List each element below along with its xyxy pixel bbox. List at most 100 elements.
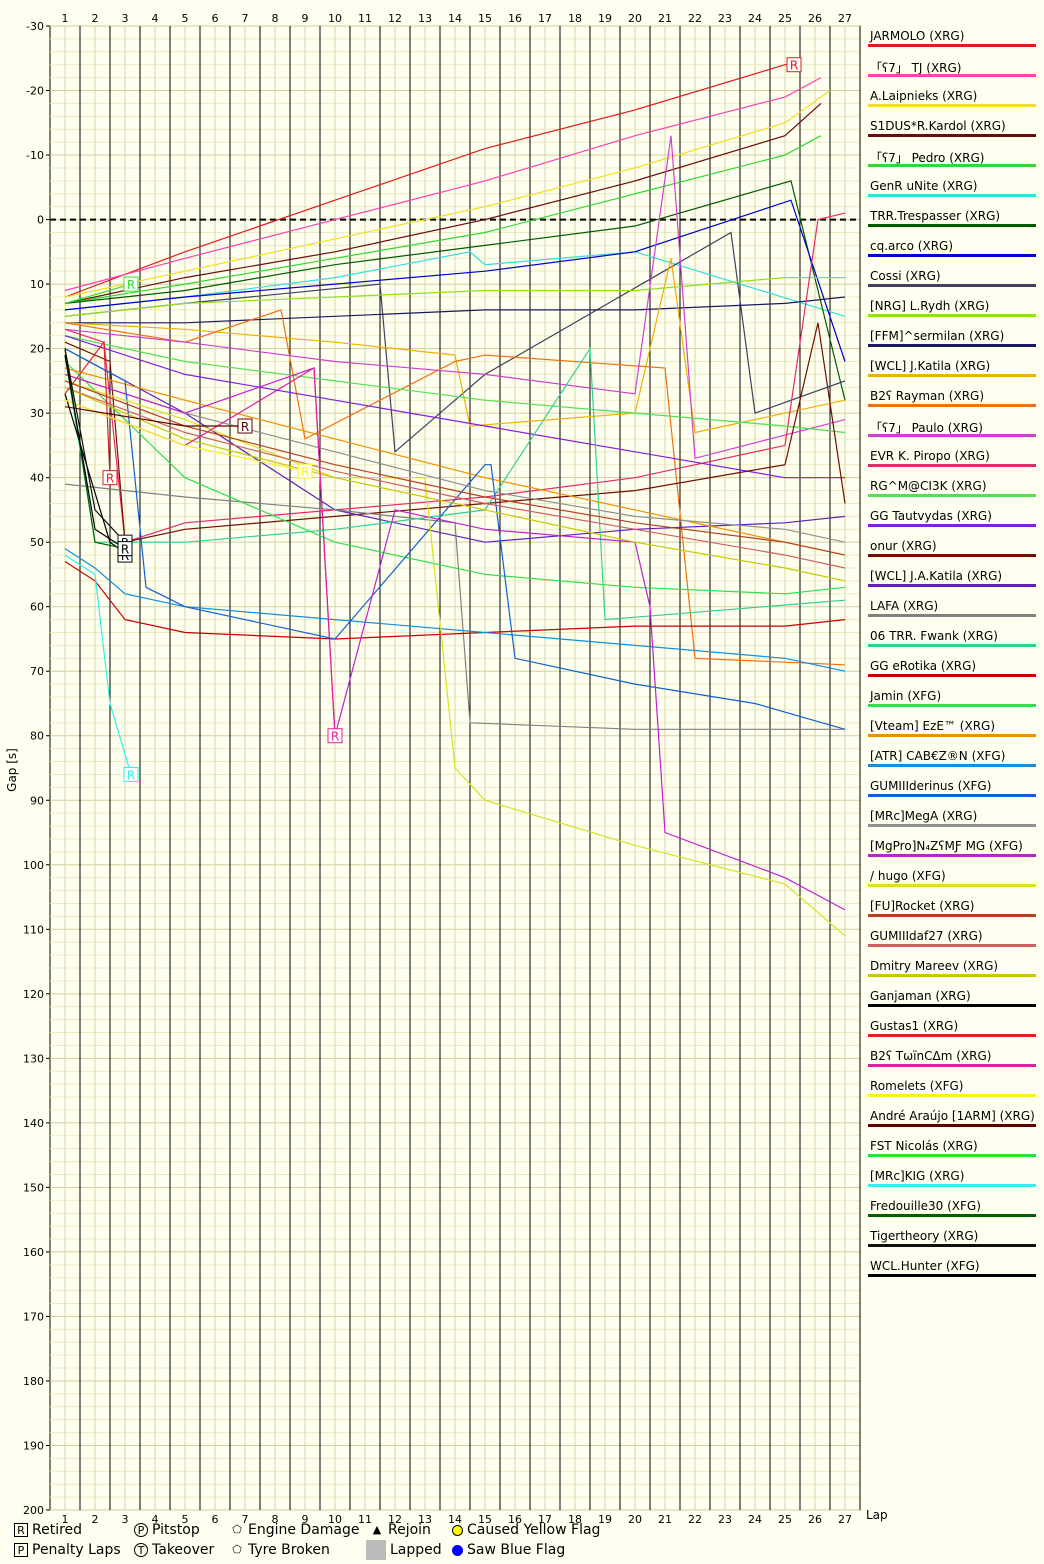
legend-entry-label: [MRc]KIG (XRG)	[870, 1169, 965, 1183]
series-line	[64, 283, 132, 304]
retired-marker-label: R	[331, 730, 339, 744]
x-tick-label: 21	[658, 1513, 672, 1526]
x-tick-label-top: 13	[418, 12, 432, 25]
key-takeover-label: Takeover	[152, 1542, 215, 1558]
legend-entry-label: RG^M@CI3K (XRG)	[870, 479, 987, 493]
y-tick-label: 200	[23, 1504, 44, 1517]
series-line	[64, 348, 846, 730]
key-takeover: T Takeover	[134, 1542, 214, 1558]
legend-entry: [MRc]MegA (XRG)	[868, 805, 1036, 835]
legend-swatch	[868, 1214, 1036, 1217]
retired-marker	[237, 418, 253, 434]
series-line	[64, 199, 846, 362]
series-line	[64, 322, 846, 543]
x-tick-label: 22	[688, 1513, 702, 1526]
series-legend: JARMOLO (XRG) 「ʕ7」 TJ (XRG) A.Laipnieks (X…	[868, 25, 1036, 1285]
series-line	[64, 554, 132, 775]
legend-swatch	[868, 44, 1036, 47]
legend-entry: RG^M@CI3K (XRG)	[868, 475, 1036, 505]
legend-swatch	[868, 854, 1036, 857]
series-line	[64, 548, 846, 672]
key-retired: R Retired	[14, 1522, 82, 1538]
legend-swatch	[868, 674, 1036, 677]
x-tick-label-top: 25	[778, 12, 792, 25]
retired-marker	[123, 766, 139, 782]
rejoin-icon: ▲	[372, 1523, 382, 1536]
legend-swatch	[868, 1064, 1036, 1067]
x-tick-label: 19	[598, 1513, 612, 1526]
x-tick-label: 9	[302, 1513, 309, 1526]
legend-entry-label: Romelets (XFG)	[870, 1079, 964, 1093]
legend-entry-label: TRR.Trespasser (XRG)	[870, 209, 1001, 223]
series-line	[64, 367, 846, 911]
legend-entry: 06 TRR. Fwank (XRG)	[868, 625, 1036, 655]
x-tick-label-top: 23	[718, 12, 732, 25]
key-penalty-label: Penalty Laps	[32, 1542, 121, 1558]
legend-entry: [WCL] J.Katila (XRG)	[868, 355, 1036, 385]
legend-swatch	[868, 134, 1036, 137]
legend-entry-label: Tigertheory (XRG)	[870, 1229, 979, 1243]
legend-entry: [Vteam] EzE™ (XRG)	[868, 715, 1036, 745]
y-tick-label: 40	[30, 472, 44, 485]
key-engine-label: Engine Damage	[248, 1522, 360, 1538]
legend-entry-label: onur (XRG)	[870, 539, 937, 553]
y-tick-label: 120	[23, 988, 44, 1001]
legend-entry: [FU]Rocket (XRG)	[868, 895, 1036, 925]
takeover-icon: T	[134, 1543, 148, 1557]
legend-entry: B2ʕ Rayman (XRG)	[868, 385, 1036, 415]
series-line	[64, 212, 846, 543]
symbol-key: R Retired P Penalty Laps P Pitstop T Takeove…	[14, 1522, 674, 1562]
legend-entry-label: WCL.Hunter (XFG)	[870, 1259, 980, 1273]
legend-swatch	[868, 404, 1036, 407]
legend-swatch	[868, 434, 1036, 437]
series-line	[64, 335, 845, 479]
legend-entry-label: S1DUS*R.Kardol (XRG)	[870, 119, 1006, 133]
x-tick-label: 26	[808, 1513, 822, 1526]
legend-entry: [WCL] J.A.Katila (XRG)	[868, 565, 1036, 595]
key-yellow-label: Caused Yellow Flag	[467, 1522, 601, 1538]
legend-swatch	[868, 524, 1036, 527]
legend-entry: / hugo (XFG)	[868, 865, 1036, 895]
legend-entry: Ganjaman (XRG)	[868, 985, 1036, 1015]
key-lapped: Lapped	[366, 1540, 442, 1560]
series-line	[64, 277, 845, 317]
x-tick-label: 27	[838, 1513, 852, 1526]
legend-entry-label: Gustas1 (XRG)	[870, 1019, 959, 1033]
series-line	[64, 135, 822, 304]
key-lapped-label: Lapped	[390, 1542, 442, 1558]
series-line	[64, 135, 846, 460]
legend-entry-label: [WCL] J.A.Katila (XRG)	[870, 569, 1003, 583]
legend-entry-label: B2ʕ TωïnCΔm (XRG)	[870, 1049, 992, 1063]
y-tick-label: 20	[30, 343, 44, 356]
legend-entry: onur (XRG)	[868, 535, 1036, 565]
legend-entry-label: [FFM]^sermilan (XRG)	[870, 329, 1005, 343]
series-line	[64, 309, 846, 666]
key-penalty: P Penalty Laps	[14, 1542, 121, 1558]
legend-entry-label: 06 TRR. Fwank (XRG)	[870, 629, 998, 643]
legend-entry: cq.arco (XRG)	[868, 235, 1036, 265]
legend-entry: GUMIIIderinus (XFG)	[868, 775, 1036, 805]
legend-swatch	[868, 1274, 1036, 1277]
legend-swatch	[868, 74, 1036, 77]
legend-entry: Jamin (XFG)	[868, 685, 1036, 715]
legend-entry: GenR uNite (XRG)	[868, 175, 1036, 205]
legend-swatch	[868, 344, 1036, 347]
legend-entry-label: [WCL] J.Katila (XRG)	[870, 359, 991, 373]
legend-entry: 「ʕ7」 TJ (XRG)	[868, 55, 1036, 85]
y-tick-label: 10	[30, 278, 44, 291]
x-tick-label: 15	[478, 1513, 492, 1526]
legend-entry: LAFA (XRG)	[868, 595, 1036, 625]
y-tick-label: 50	[30, 536, 44, 549]
legend-swatch	[868, 374, 1036, 377]
x-tick-label-top: 4	[152, 12, 159, 25]
x-tick-label-top: 7	[242, 12, 249, 25]
pitstop-icon: P	[134, 1523, 148, 1537]
series-line	[64, 180, 846, 401]
x-axis-label: Lap	[866, 1508, 888, 1522]
y-tick-label: 100	[23, 859, 44, 872]
legend-swatch	[868, 1094, 1036, 1097]
series-line	[64, 386, 846, 569]
legend-swatch	[868, 164, 1036, 167]
series-line	[64, 335, 846, 434]
legend-entry: EVR K. Piropo (XRG)	[868, 445, 1036, 475]
